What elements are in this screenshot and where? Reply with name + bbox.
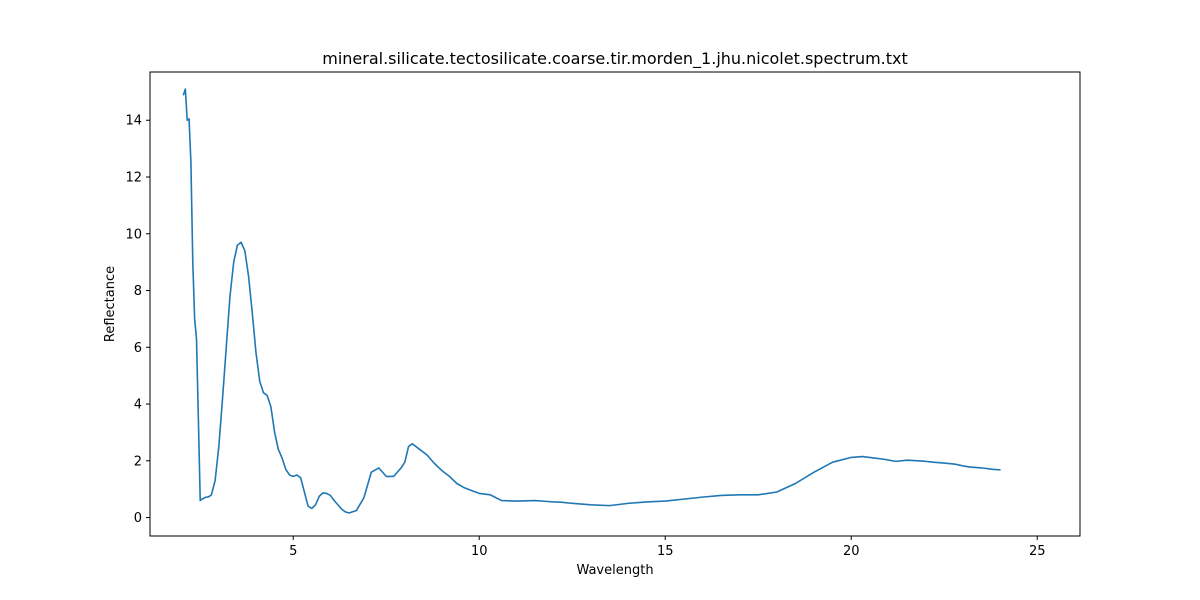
series-line-spectrum: [182, 88, 1001, 514]
x-axis: 5 10 15 20 25: [289, 536, 1045, 559]
chart-title: mineral.silicate.tectosilicate.coarse.ti…: [322, 49, 908, 69]
y-tick-label: 0: [134, 511, 142, 526]
y-axis-label: Reflectance: [103, 266, 118, 342]
x-tick-label: 5: [289, 544, 297, 559]
x-axis-label: Wavelength: [576, 563, 653, 578]
x-tick-label: 10: [471, 544, 488, 559]
x-tick-label: 25: [1029, 544, 1046, 559]
plot-area: [182, 88, 1001, 514]
y-tick-label: 12: [125, 171, 142, 186]
y-tick-label: 10: [125, 227, 142, 242]
y-axis: 0 2 4 6 8 10 12 14: [125, 114, 150, 526]
x-tick-label: 15: [657, 544, 674, 559]
y-tick-label: 4: [134, 398, 142, 413]
x-tick-label: 20: [843, 544, 860, 559]
y-tick-label: 6: [134, 341, 142, 356]
y-tick-label: 14: [125, 114, 142, 129]
plot-frame: [149, 71, 1081, 537]
y-tick-label: 2: [134, 454, 142, 469]
y-tick-label: 8: [134, 284, 142, 299]
